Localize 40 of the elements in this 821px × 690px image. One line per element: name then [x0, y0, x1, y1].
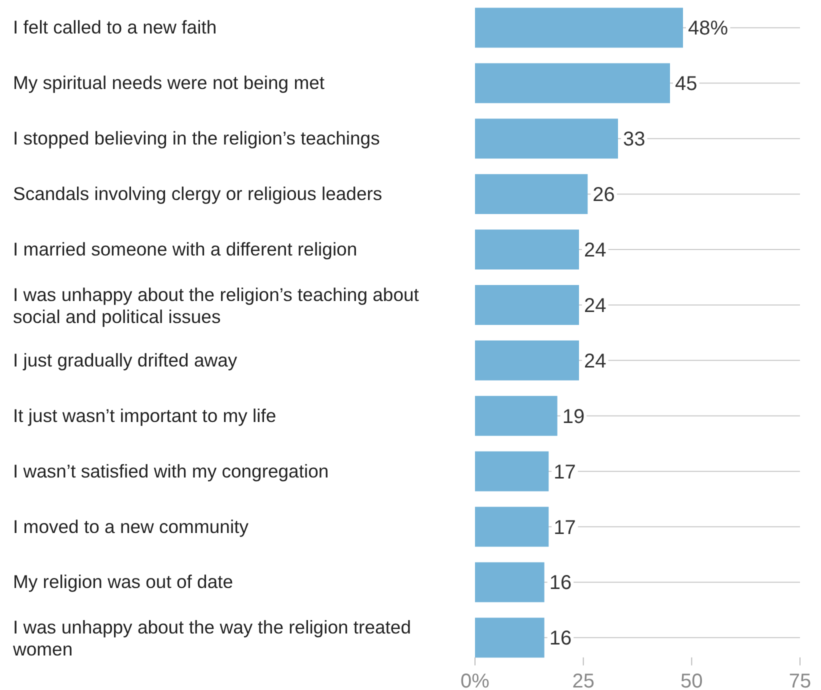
data-label: 24: [584, 350, 606, 372]
y-tick-label: It just wasn’t important to my life: [13, 404, 276, 426]
x-tick-label: 25: [572, 670, 594, 690]
data-label: 16: [549, 572, 572, 594]
y-tick-label: Scandals involving clergy or religious leaders: [13, 183, 382, 204]
bar: [475, 506, 549, 547]
bar: [475, 396, 558, 436]
y-tick-label: I was unhappy about the religion’s teaching about social and political issues: [13, 284, 419, 327]
data-label: 24: [584, 240, 606, 262]
y-tick-label: I married someone with a different religion: [13, 238, 358, 260]
bar: [475, 230, 579, 270]
data-label: 16: [549, 628, 572, 650]
y-tick-label: I was unhappy about the way the religion treated women: [12, 616, 412, 660]
data-label: 17: [554, 461, 576, 484]
y-tick-label: I just gradually drifted away: [13, 349, 238, 370]
x-tick-label: 0%: [460, 670, 490, 690]
data-label: 24: [584, 294, 606, 317]
bar: [475, 451, 549, 492]
y-tick-label: My spiritual needs were not being met: [13, 72, 325, 94]
bar: [475, 562, 544, 602]
bar: [475, 63, 670, 104]
y-tick-label: I stopped believing in the religion’s teachings: [13, 128, 380, 149]
y-tick-label: I wasn’t satisfied with my congregation: [13, 460, 329, 482]
bar: [475, 340, 579, 380]
bar: [475, 285, 579, 325]
data-label: 19: [562, 406, 585, 428]
y-tick-label: I felt called to a new faith: [13, 16, 217, 38]
x-tick-label: 75: [788, 670, 812, 690]
x-tick-label: 50: [680, 670, 703, 690]
data-label: 33: [623, 128, 646, 151]
data-label: 45: [675, 73, 698, 96]
bar: [475, 8, 683, 48]
y-tick-label: I moved to a new community: [13, 516, 250, 537]
y-tick-label: My religion was out of date: [13, 571, 234, 592]
data-label: 17: [554, 516, 576, 539]
bar: [475, 118, 618, 159]
data-label: 26: [592, 184, 615, 206]
bar: [475, 618, 544, 658]
data-label: 48%: [688, 18, 728, 40]
bar: [475, 174, 588, 214]
